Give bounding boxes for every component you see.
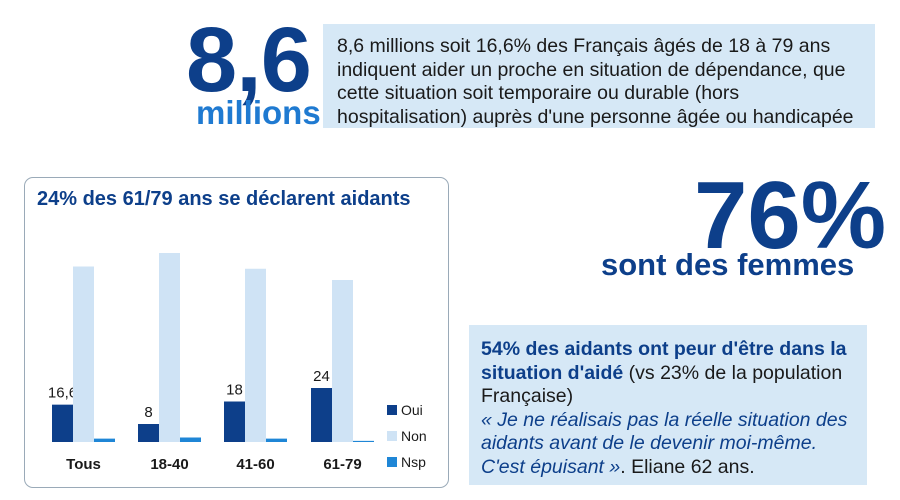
fear-comparison: (vs 23% de la population Française) (481, 361, 843, 408)
headline-number: 8,6 (186, 9, 312, 111)
data-label-41-60: 18 (226, 382, 243, 399)
bar-non-18-40 (159, 253, 180, 442)
legend-swatch-nsp (387, 457, 397, 467)
legend-label-nsp: Nsp (401, 454, 426, 470)
fear-headline: 54% des aidants ont peur d'être dans la … (481, 338, 847, 384)
bar-non-tous (73, 266, 94, 442)
x-tick-label: 18-40 (150, 456, 188, 473)
bar-nsp-41-60 (266, 438, 287, 442)
data-label-18-40: 8 (144, 404, 152, 421)
data-label-61-79: 24 (313, 368, 330, 385)
bar-non-41-60 (245, 268, 266, 442)
bar-chart: 16,6 Tous 8 18-40 18 41-60 24 61-79 Oui Non Nsp (48, 253, 427, 473)
legend-swatch-oui (387, 405, 397, 415)
bar-nsp-61-79 (353, 440, 374, 442)
testimony-quote: « Je ne réalisais pas la réelle situatio… (481, 408, 848, 478)
legend-swatch-non (387, 431, 397, 441)
bar-non-61-79 (332, 280, 353, 442)
bar-oui-61-79 (311, 388, 332, 442)
legend-label-oui: Oui (401, 402, 423, 418)
chart-panel: 24% des 61/79 ans se déclarent aidants 1… (24, 177, 449, 488)
bar-oui-41-60 (224, 401, 245, 442)
testimony-author: . Eliane 62 ans. (620, 455, 755, 478)
data-label-tous: 16,6 (48, 385, 77, 402)
chart-title: 24% des 61/79 ans se déclarent aidants (37, 188, 411, 210)
bar-oui-tous (52, 404, 73, 442)
women-percent: 76% (694, 162, 887, 269)
headline-description: 8,6 millions soit 16,6% des Français âgé… (337, 35, 854, 128)
bar-nsp-tous (94, 438, 115, 442)
headline-description-box: 8,6 millions soit 16,6% des Français âgé… (323, 24, 875, 128)
women-caption: sont des femmes (601, 247, 855, 282)
bar-nsp-18-40 (180, 437, 201, 442)
fear-box: 54% des aidants ont peur d'être dans la … (469, 325, 867, 485)
x-tick-label: Tous (66, 456, 101, 473)
x-tick-label: 41-60 (236, 456, 274, 473)
legend-label-non: Non (401, 428, 427, 444)
bar-oui-18-40 (138, 424, 159, 442)
headline-unit: millions (196, 94, 321, 131)
x-tick-label: 61-79 (323, 456, 361, 473)
